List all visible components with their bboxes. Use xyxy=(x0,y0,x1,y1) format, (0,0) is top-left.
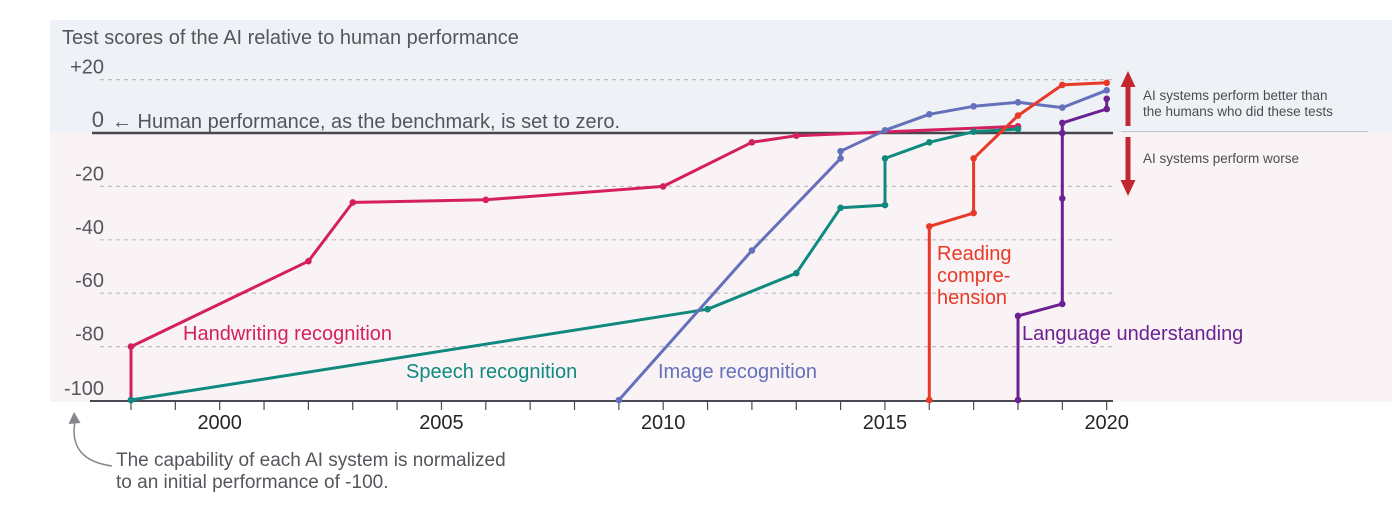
series-point xyxy=(127,396,135,404)
footnote-line1: The capability of each AI system is norm… xyxy=(116,450,506,471)
series-point xyxy=(881,155,889,162)
series-point xyxy=(1014,125,1022,133)
series-point xyxy=(1103,79,1110,87)
series-point xyxy=(1014,312,1022,320)
footnote: The capability of each AI system is norm… xyxy=(116,450,511,493)
band-above-zero xyxy=(50,20,1392,133)
x-axis-label: 2020 xyxy=(1084,412,1129,434)
series-point xyxy=(1014,99,1022,106)
series-label-speech: Speech recognition xyxy=(406,361,577,383)
series-point xyxy=(305,257,312,265)
series-point xyxy=(1059,81,1066,89)
series-line xyxy=(1016,97,1109,402)
better-annotation-line2: the humans who did these tests xyxy=(1143,104,1333,119)
series-point xyxy=(970,209,977,217)
better-annotation-line1: AI systems perform better than xyxy=(1143,88,1328,103)
series-line xyxy=(617,88,1109,402)
x-axis-label: 2000 xyxy=(197,412,242,434)
series-point xyxy=(926,111,933,118)
zero-line-note: ← Human performance, as the benchmark, i… xyxy=(112,111,620,133)
series-point xyxy=(881,127,889,134)
worse-arrow-icon xyxy=(1120,137,1136,196)
y-axis-label: -20 xyxy=(75,163,104,185)
series-point xyxy=(482,196,490,204)
grid-layer: +20 0 -20 -40 -60 -80 -100 2000 2005 2010 2015 2020 xyxy=(64,57,1129,434)
series-point xyxy=(970,103,977,110)
footnote-arrow-icon xyxy=(68,412,113,467)
series-point xyxy=(659,183,667,190)
series-point xyxy=(837,147,844,155)
band-below-zero xyxy=(50,133,1392,402)
series-label-reading-line1: Reading xyxy=(937,243,1012,265)
series-point xyxy=(704,305,711,313)
y-axis-label: -60 xyxy=(75,270,104,292)
series-point xyxy=(1103,87,1110,94)
series-point xyxy=(970,155,977,162)
y-axis-label: 0 xyxy=(92,107,104,132)
series-point xyxy=(748,247,756,254)
series-point xyxy=(837,204,844,212)
series-point xyxy=(1103,105,1110,113)
series-label-reading-line2: compre- xyxy=(937,265,1010,287)
x-axis-label: 2010 xyxy=(641,412,686,434)
y-axis-label: -40 xyxy=(75,217,104,239)
x-axis-label: 2005 xyxy=(419,412,464,434)
better-annotation: AI systems perform better than the human… xyxy=(1143,88,1333,119)
series-point xyxy=(926,139,933,146)
series-point xyxy=(1059,129,1066,137)
series-label-language: Language understanding xyxy=(1022,323,1243,345)
chart-title: Test scores of the AI relative to human … xyxy=(62,27,519,49)
series-label-reading: Reading compre- hension xyxy=(937,243,1017,309)
series-label-handwriting: Handwriting recognition xyxy=(183,323,392,345)
series-point xyxy=(1059,104,1066,111)
footnote-line2: to an initial performance of -100. xyxy=(116,472,389,493)
series-point xyxy=(837,155,844,162)
x-axis-label: 2015 xyxy=(863,412,908,434)
series-point xyxy=(881,201,889,209)
series-point xyxy=(1014,112,1022,119)
y-axis-label: -100 xyxy=(64,378,104,400)
series-point xyxy=(1059,119,1066,127)
y-axis-label: -80 xyxy=(75,324,104,346)
series-point xyxy=(1014,396,1022,404)
series-point xyxy=(926,223,933,230)
series-point xyxy=(926,396,933,404)
series-point xyxy=(127,343,135,350)
series-point xyxy=(748,139,756,146)
series-layer xyxy=(127,79,1110,404)
series-point xyxy=(970,128,977,135)
series-point xyxy=(793,132,800,139)
series-label-reading-line3: hension xyxy=(937,287,1007,309)
worse-annotation: AI systems perform worse xyxy=(1143,151,1299,166)
better-arrow-icon xyxy=(1120,71,1136,126)
y-axis-label: +20 xyxy=(70,57,104,79)
series-point xyxy=(1059,195,1066,202)
series-point xyxy=(1059,300,1066,308)
series-point xyxy=(615,396,623,404)
series-label-image: Image recognition xyxy=(658,361,817,383)
series-point xyxy=(793,269,800,277)
series-point xyxy=(1103,95,1110,103)
series-point xyxy=(349,199,357,206)
